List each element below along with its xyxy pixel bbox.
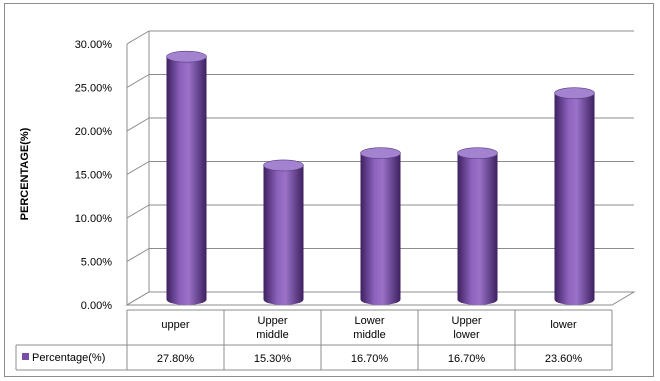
bar-body xyxy=(554,93,595,306)
bar-top xyxy=(457,147,498,160)
side-gridline xyxy=(126,74,150,88)
y-tick-label: 0.00% xyxy=(81,300,112,312)
side-gridline xyxy=(126,30,150,45)
x-tick-label: Upper middle xyxy=(256,315,288,341)
side-gridline xyxy=(126,161,150,175)
bar-body xyxy=(457,153,498,305)
bar-body xyxy=(166,56,207,305)
chart-frame xyxy=(4,3,654,377)
x-tick-label: lower xyxy=(550,319,577,331)
side-gridline xyxy=(126,204,150,219)
y-axis: 0.00% 5.00% 10.00% 15.00% 20.00% 25.00% 30.00% xyxy=(75,39,113,312)
data-table: upper Upper middle Lower middle Upper lower low… xyxy=(15,309,613,371)
bar-top xyxy=(166,50,207,63)
bar xyxy=(360,147,401,305)
data-label: 16.70% xyxy=(448,353,486,365)
legend-key xyxy=(22,353,29,360)
y-tick-label: 15.00% xyxy=(75,170,113,182)
legend-label: Percentage(%) xyxy=(32,352,105,364)
bar xyxy=(457,147,498,305)
x-tick-label: upper xyxy=(161,319,189,331)
bar-top xyxy=(554,87,595,99)
data-label: 15.30% xyxy=(254,353,292,365)
y-tick-label: 10.00% xyxy=(75,213,113,225)
y-tick-label: 5.00% xyxy=(81,257,112,269)
bar xyxy=(263,159,304,305)
x-tick-label: Lower middle xyxy=(353,315,385,341)
bar xyxy=(166,50,207,305)
y-axis-title: PERCENTAGE(%) xyxy=(19,127,31,220)
bars-layer xyxy=(166,50,595,306)
bar-top xyxy=(263,159,304,172)
y-tick-label: 25.00% xyxy=(75,83,113,95)
y-tick-label: 30.00% xyxy=(75,39,113,51)
bar xyxy=(554,87,595,306)
bar-top xyxy=(360,147,401,160)
data-label: 16.70% xyxy=(351,353,389,365)
data-label: 23.60% xyxy=(545,353,583,365)
side-gridline xyxy=(126,248,150,262)
data-label: 27.80% xyxy=(157,353,195,365)
x-tick-label: Upper lower xyxy=(452,315,482,341)
side-gridline xyxy=(126,117,150,132)
y-tick-label: 20.00% xyxy=(75,126,113,138)
bar-body xyxy=(263,165,304,305)
bar-body xyxy=(360,153,401,305)
